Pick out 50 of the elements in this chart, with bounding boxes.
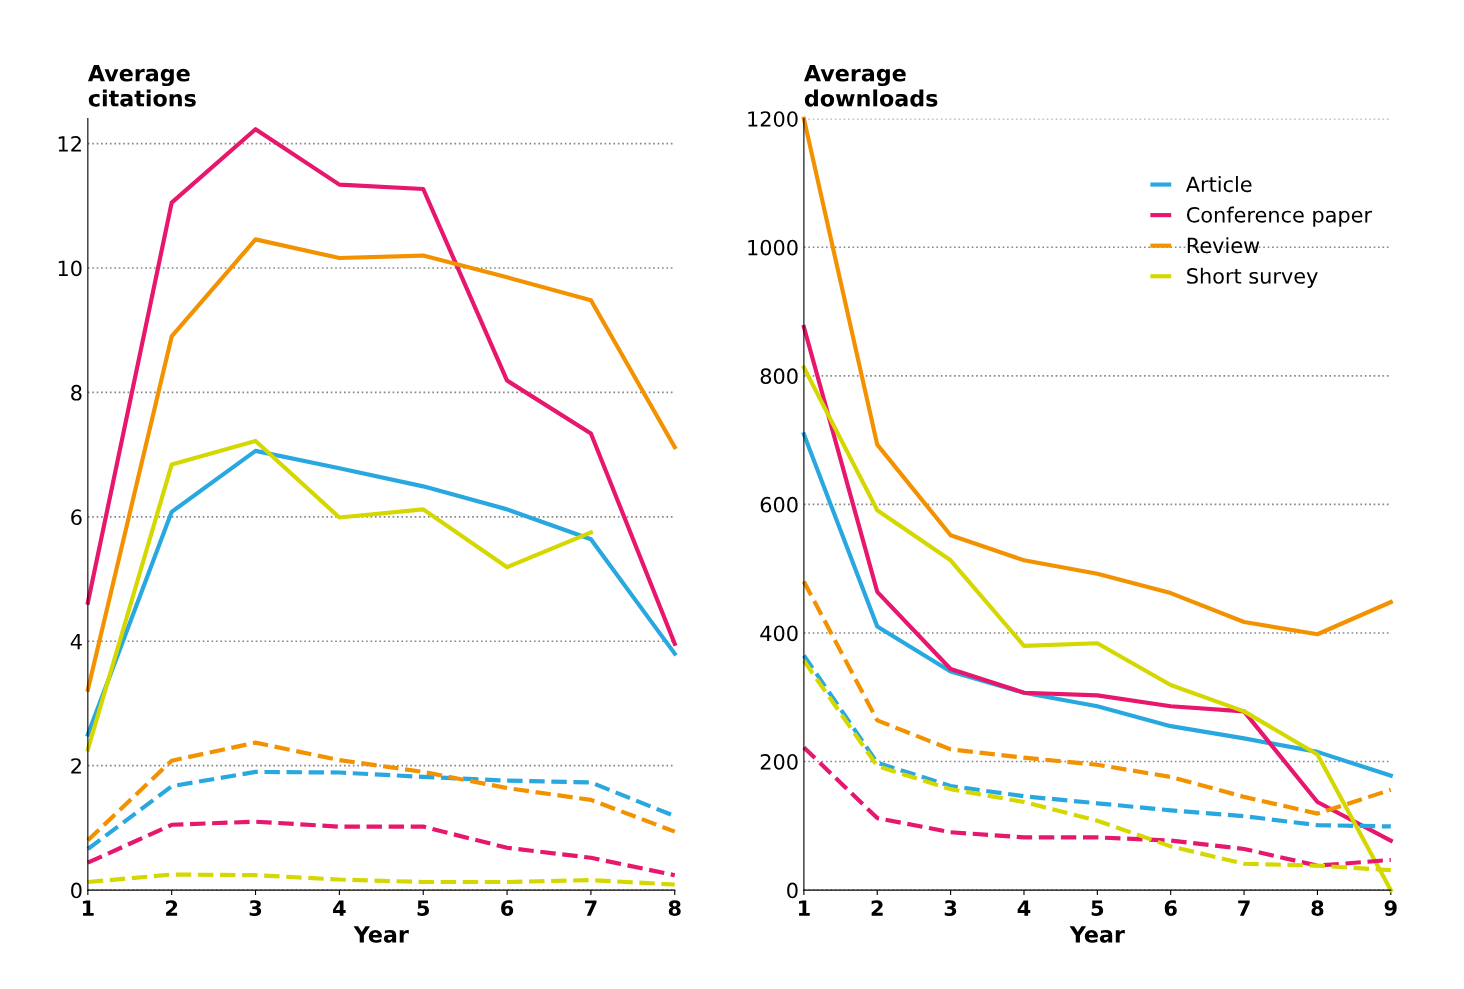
line-series <box>85 872 677 887</box>
x-tick-label: 5 <box>1091 900 1104 916</box>
line-series <box>801 116 1393 637</box>
y-tick-label: 10 <box>58 260 82 277</box>
y-tick-label: 1000 <box>748 239 798 256</box>
line-series <box>85 237 677 692</box>
x-tick-label: 1 <box>82 900 94 916</box>
y-tick-label: 400 <box>760 625 798 642</box>
x-tick-label: 2 <box>871 900 883 916</box>
line-series <box>801 324 1393 843</box>
x-tick-label: 7 <box>585 900 597 916</box>
x-tick-label: 3 <box>249 900 262 916</box>
x-tick-label: 3 <box>944 900 957 916</box>
x-tick-label: 5 <box>417 900 430 916</box>
line-series <box>85 127 677 646</box>
line-series <box>85 740 677 843</box>
y-tick-label: 0 <box>71 882 82 899</box>
line-series <box>85 438 593 752</box>
x-tick-label: 8 <box>668 900 681 916</box>
legend-label: Conference paper <box>1186 206 1373 227</box>
x-tick-label: 4 <box>1017 900 1031 916</box>
y-axis-title: Average citations <box>87 65 196 107</box>
y-tick-label: 1200 <box>748 111 798 127</box>
y-tick-label: 800 <box>760 368 798 385</box>
y-tick-label: 8 <box>71 384 82 401</box>
legend-label: Review <box>1187 237 1260 254</box>
x-tick-label: 9 <box>1384 900 1397 916</box>
x-tick-label: 2 <box>166 900 178 916</box>
y-axis-title: Average downloads <box>803 65 938 107</box>
y-tick-label: 0 <box>787 882 798 899</box>
y-tick-label: 2 <box>71 758 81 774</box>
x-axis-title: Year <box>353 926 409 943</box>
legend-label: Article <box>1185 176 1252 193</box>
x-tick-label: 7 <box>1238 900 1250 916</box>
x-tick-label: 8 <box>1311 900 1324 916</box>
x-tick-label: 6 <box>1164 900 1177 916</box>
line-series <box>85 819 677 878</box>
y-tick-label: 4 <box>70 633 82 650</box>
y-tick-label: 600 <box>760 496 798 513</box>
y-tick-label: 12 <box>58 136 81 152</box>
x-tick-label: 1 <box>798 900 810 916</box>
line-series <box>85 448 677 737</box>
y-tick-label: 6 <box>71 509 82 526</box>
x-tick-label: 4 <box>333 900 346 916</box>
line-series <box>801 653 1393 829</box>
x-tick-label: 6 <box>501 900 514 916</box>
x-axis-title: Year <box>1069 926 1125 943</box>
y-tick-label: 200 <box>760 753 798 770</box>
line-series <box>801 579 1393 816</box>
legend-label: Short survey <box>1187 267 1318 288</box>
